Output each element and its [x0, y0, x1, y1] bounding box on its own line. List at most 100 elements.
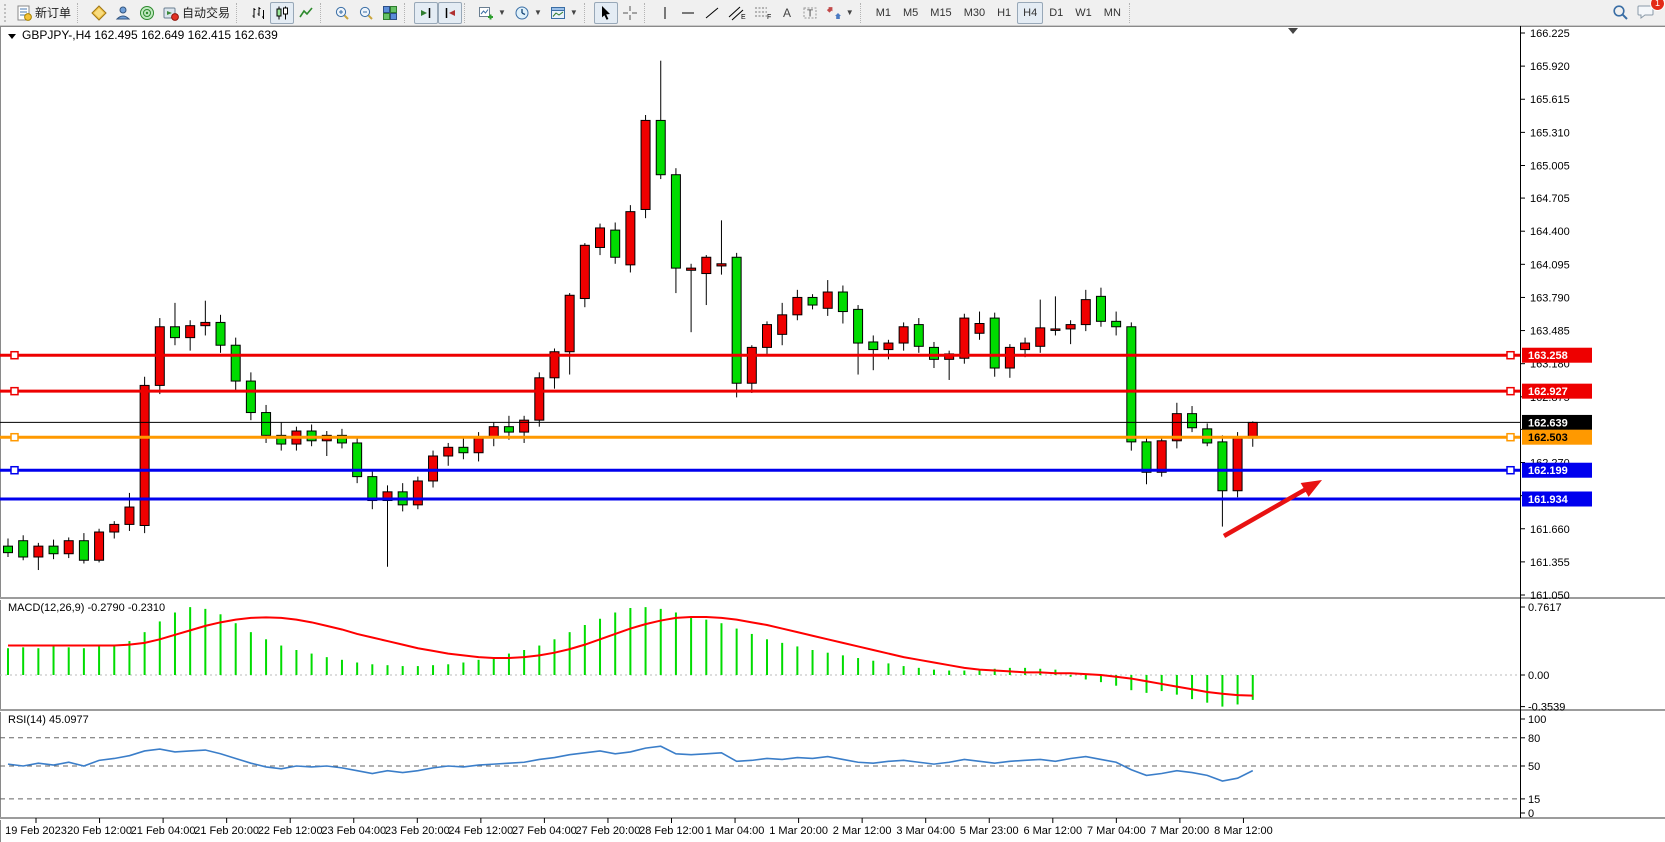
channel-tool-button[interactable]: E — [724, 2, 750, 24]
bar-chart-mode-button[interactable] — [246, 2, 270, 24]
level-end-handle[interactable] — [1506, 432, 1515, 442]
candlestick-mode-button[interactable] — [270, 1, 295, 24]
crosshair-tool-button[interactable] — [618, 2, 642, 24]
auto-trading-label: 自动交易 — [182, 6, 231, 20]
fibonacci-tool-button[interactable]: F — [750, 2, 776, 24]
zoom-out-button[interactable] — [354, 2, 378, 24]
chart-shift-marker-icon[interactable] — [1288, 28, 1298, 34]
toolbar-right-group: 1 — [1608, 0, 1665, 25]
timeframe-button-m15[interactable]: M15 — [924, 2, 957, 24]
navigator-button[interactable] — [111, 2, 135, 24]
bear-candle — [276, 434, 287, 445]
bull-candle — [777, 314, 788, 335]
price-tick-label: 163.485 — [1530, 326, 1570, 338]
templates-button[interactable]: ▼ — [546, 2, 582, 24]
new-chart-button[interactable]: ▼ — [474, 2, 510, 24]
svg-text:F: F — [767, 14, 771, 21]
rsi-axis-label: 0 — [1528, 808, 1534, 820]
chart-window[interactable]: 166.225 165.920 165.615 165.310 165.005 164.7… — [0, 26, 1665, 842]
fibonacci-icon: F — [754, 7, 771, 21]
line-chart-mode-button[interactable] — [294, 2, 318, 24]
price-tick-label: 161.050 — [1530, 590, 1570, 602]
macd-pane — [7, 607, 1254, 707]
bear-candle — [3, 545, 13, 554]
bear-candle — [610, 229, 621, 258]
bear-candle — [1095, 295, 1106, 322]
level-end-handle[interactable] — [1506, 350, 1515, 360]
horizontal-line-tool-button[interactable] — [676, 2, 700, 24]
bear-candle — [913, 324, 924, 347]
tile-windows-icon — [383, 5, 398, 20]
level-end-handle[interactable] — [10, 465, 19, 475]
level-end-handle[interactable] — [10, 432, 19, 442]
timeframe-button-m5[interactable]: M5 — [897, 2, 924, 24]
price-tick-label: 164.705 — [1530, 193, 1570, 205]
time-tick-label: 27 Feb 20:00 — [576, 825, 641, 837]
cursor-tool-button[interactable] — [593, 1, 618, 24]
bull-candle — [382, 491, 393, 502]
market-watch-button[interactable] — [87, 2, 111, 24]
pane-separator[interactable] — [0, 597, 1665, 599]
arrows-tool-button[interactable]: ▼ — [822, 2, 858, 24]
candlestick-icon — [276, 6, 289, 19]
vertical-line-tool-button[interactable] — [654, 2, 676, 24]
search-button[interactable] — [1608, 2, 1633, 24]
chart-shift-button[interactable] — [438, 1, 463, 24]
bull-candle — [595, 227, 606, 248]
level-end-handle[interactable] — [10, 386, 19, 396]
timeframe-button-mn[interactable]: MN — [1098, 2, 1127, 24]
level-end-handle[interactable] — [1506, 386, 1515, 396]
zoom-in-button[interactable] — [330, 2, 354, 24]
terminal-button[interactable] — [135, 2, 159, 24]
new-order-button[interactable]: 新订单 — [12, 2, 75, 24]
chart-canvas[interactable]: 166.225 165.920 165.615 165.310 165.005 164.7… — [0, 26, 1665, 842]
macd-axis-label: 0.7617 — [1528, 602, 1562, 614]
toolbar-separator — [404, 2, 412, 23]
level-price-badge-bg — [1522, 383, 1592, 399]
current-price-badge: 162.639 — [1528, 417, 1568, 429]
periods-button[interactable]: ▼ — [510, 2, 546, 24]
trendline-tool-button[interactable] — [700, 2, 724, 24]
svg-text:T: T — [807, 8, 813, 19]
bull-candle — [716, 263, 727, 267]
auto-trading-button[interactable]: 自动交易 — [159, 2, 234, 24]
tile-windows-button[interactable] — [378, 2, 402, 24]
bear-candle — [352, 442, 363, 478]
text-label-tool-button[interactable]: T — [798, 2, 822, 24]
timeframe-button-w1[interactable]: W1 — [1069, 2, 1098, 24]
chart-shift-icon — [445, 7, 456, 18]
pane-separator[interactable] — [0, 709, 1665, 711]
auto-trading-icon — [163, 7, 179, 21]
time-tick-label: 20 Feb 12:00 — [67, 825, 132, 837]
timeframe-button-d1[interactable]: D1 — [1043, 2, 1069, 24]
level-end-handle[interactable] — [1506, 465, 1515, 475]
level-price-badge: 162.927 — [1528, 386, 1568, 398]
bear-candle — [1126, 326, 1137, 443]
time-tick-label: 6 Mar 12:00 — [1023, 825, 1082, 837]
bear-candle — [655, 119, 666, 176]
time-tick-label: 7 Mar 20:00 — [1151, 825, 1210, 837]
auto-scroll-button[interactable] — [414, 1, 439, 24]
level-price-badge: 161.934 — [1528, 494, 1569, 506]
bull-candle — [1080, 299, 1091, 326]
rsi-axis-label: 15 — [1528, 794, 1540, 806]
timeframe-button-m30[interactable]: M30 — [958, 2, 991, 24]
trend-arrow-line[interactable] — [1222, 483, 1315, 538]
timeframe-button-m1[interactable]: M1 — [870, 2, 897, 24]
timeframe-button-h1[interactable]: H1 — [991, 2, 1017, 24]
timeframe-button-h4[interactable]: H4 — [1017, 1, 1044, 24]
pane-separator[interactable] — [0, 817, 1665, 819]
notification-badge[interactable]: 1 — [1650, 0, 1665, 12]
chart-collapse-arrow-icon[interactable] — [8, 34, 16, 39]
main-toolbar: 新订单 自动交易 — [0, 0, 1665, 26]
time-tick-label: 27 Feb 04:00 — [512, 825, 577, 837]
radar-icon — [140, 5, 155, 20]
bull-candle — [974, 323, 985, 334]
level-end-handle[interactable] — [10, 350, 19, 360]
clock-icon — [515, 6, 529, 19]
text-tool-button[interactable]: A — [776, 2, 798, 24]
trend-arrow-head[interactable] — [1300, 480, 1322, 497]
bull-candle — [534, 377, 545, 421]
toolbar-separator — [320, 2, 328, 23]
